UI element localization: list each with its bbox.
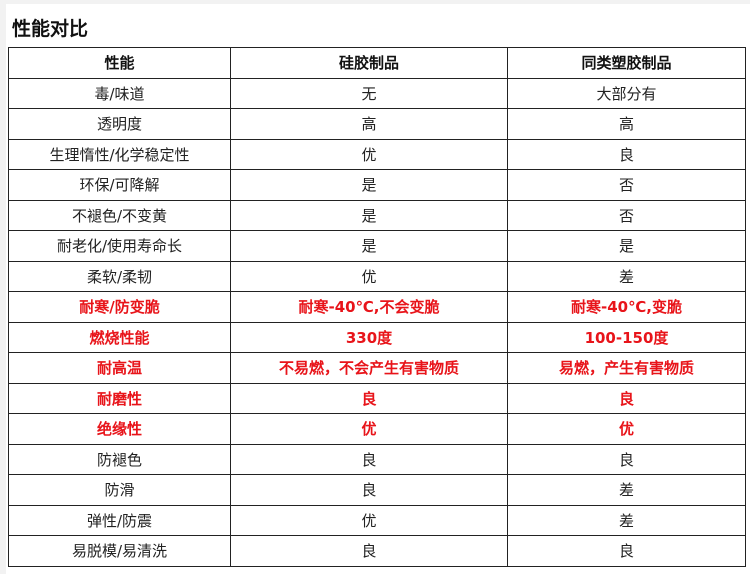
cell-property: 毒/味道 <box>8 77 231 109</box>
cell-silicone: 良 <box>230 443 508 475</box>
table-header-row: 性能 硅胶制品 同类塑胶制品 <box>8 47 746 79</box>
cell-silicone: 高 <box>230 108 508 140</box>
cell-silicone: 良 <box>230 535 508 567</box>
cell-property: 不褪色/不变黄 <box>8 199 231 231</box>
cell-plastic: 易燃，产生有害物质 <box>507 352 746 384</box>
cell-plastic: 100-150度 <box>507 321 746 353</box>
cell-plastic: 良 <box>507 138 746 170</box>
cell-property: 易脱模/易清洗 <box>8 535 231 567</box>
table-row: 耐高温 不易燃，不会产生有害物质 易燃，产生有害物质 <box>8 352 746 384</box>
table-row: 毒/味道无大部分有 <box>8 77 746 109</box>
header-plastic: 同类塑胶制品 <box>507 47 746 79</box>
table-row: 透明度高高 <box>8 108 746 140</box>
table-row: 易脱模/易清洗良良 <box>8 535 746 567</box>
cell-property: 弹性/防震 <box>8 504 231 536</box>
cell-plastic: 良 <box>507 535 746 567</box>
cell-silicone: 是 <box>230 230 508 262</box>
table-row: 柔软/柔韧优差 <box>8 260 746 292</box>
cell-plastic: 大部分有 <box>507 77 746 109</box>
cell-plastic: 差 <box>507 504 746 536</box>
content-panel: 性能对比 性能 硅胶制品 同类塑胶制品 毒/味道无大部分有 透明度高高生理惰性/化… <box>6 4 750 574</box>
cell-silicone: 良 <box>230 382 508 414</box>
table-row: 耐磨性良良 <box>8 382 746 414</box>
cell-plastic: 是 <box>507 230 746 262</box>
cell-property: 耐高温 <box>8 352 231 384</box>
header-silicone: 硅胶制品 <box>230 47 508 79</box>
table-row: 防褪色良良 <box>8 443 746 475</box>
table-row: 耐老化/使用寿命长是是 <box>8 230 746 262</box>
cell-silicone: 耐寒-40℃,不会变脆 <box>230 291 508 323</box>
table-row: 不褪色/不变黄是否 <box>8 199 746 231</box>
cell-property: 耐老化/使用寿命长 <box>8 230 231 262</box>
cell-plastic: 否 <box>507 199 746 231</box>
cell-silicone: 330度 <box>230 321 508 353</box>
page-title: 性能对比 <box>12 18 89 40</box>
cell-plastic: 良 <box>507 382 746 414</box>
cell-property: 环保/可降解 <box>8 169 231 201</box>
cell-plastic: 良 <box>507 443 746 475</box>
cell-silicone: 良 <box>230 474 508 506</box>
cell-property: 防褪色 <box>8 443 231 475</box>
cell-property: 透明度 <box>8 108 231 140</box>
table-row: 环保/可降解是否 <box>8 169 746 201</box>
cell-property: 生理惰性/化学稳定性 <box>8 138 231 170</box>
cell-plastic: 高 <box>507 108 746 140</box>
cell-property: 防滑 <box>8 474 231 506</box>
cell-plastic: 差 <box>507 260 746 292</box>
comparison-table: 性能 硅胶制品 同类塑胶制品 毒/味道无大部分有 透明度高高生理惰性/化学稳定性优… <box>8 47 746 567</box>
table-row: 燃烧性能 330度 100-150度 <box>8 321 746 353</box>
header-property: 性能 <box>8 47 231 79</box>
table-row: 弹性/防震优差 <box>8 504 746 536</box>
cell-property: 耐寒/防变脆 <box>8 291 231 323</box>
cell-silicone: 无 <box>230 77 508 109</box>
cell-silicone: 优 <box>230 413 508 445</box>
cell-plastic: 优 <box>507 413 746 445</box>
table-row: 耐寒/防变脆 耐寒-40℃,不会变脆 耐寒-40℃,变脆 <box>8 291 746 323</box>
cell-property: 柔软/柔韧 <box>8 260 231 292</box>
cell-plastic: 差 <box>507 474 746 506</box>
table-row: 生理惰性/化学稳定性优良 <box>8 138 746 170</box>
cell-silicone: 是 <box>230 169 508 201</box>
table-row: 防滑良差 <box>8 474 746 506</box>
cell-silicone: 是 <box>230 199 508 231</box>
cell-silicone: 优 <box>230 504 508 536</box>
cell-plastic: 耐寒-40℃,变脆 <box>507 291 746 323</box>
cell-silicone: 不易燃，不会产生有害物质 <box>230 352 508 384</box>
cell-property: 燃烧性能 <box>8 321 231 353</box>
table-row: 绝缘性优优 <box>8 413 746 445</box>
cell-silicone: 优 <box>230 138 508 170</box>
cell-property: 绝缘性 <box>8 413 231 445</box>
cell-property: 耐磨性 <box>8 382 231 414</box>
cell-silicone: 优 <box>230 260 508 292</box>
cell-plastic: 否 <box>507 169 746 201</box>
